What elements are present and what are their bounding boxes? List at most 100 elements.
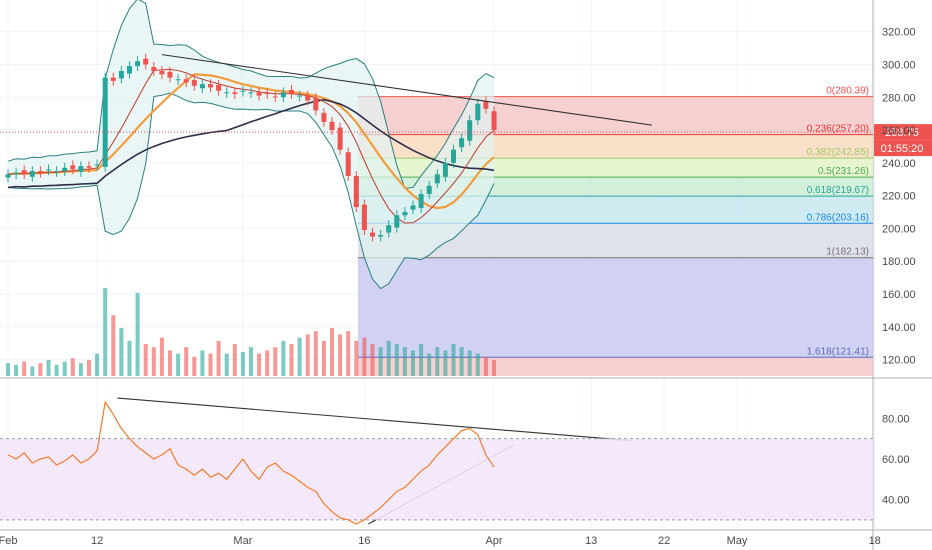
time-tick-label: Feb xyxy=(0,535,17,547)
candle-body xyxy=(280,92,286,98)
candle-body xyxy=(329,121,335,131)
candle-body xyxy=(175,79,181,81)
volume-bar xyxy=(70,358,75,376)
price-tick-label: 260.00 xyxy=(882,125,916,137)
rsi-tick-label: 60.00 xyxy=(882,454,910,466)
price-tick-label: 140.00 xyxy=(882,322,916,334)
fib-level-label: 0(280.39) xyxy=(826,86,869,97)
bollinger-lower xyxy=(7,92,495,290)
candle-body xyxy=(183,79,189,83)
candlesticks[interactable]: 258.75 01:55:20 xyxy=(0,53,932,242)
candle-body xyxy=(62,167,68,172)
price-tick-label: 160.00 xyxy=(882,289,916,301)
volume-bar xyxy=(54,364,59,376)
volume-bar xyxy=(200,350,205,376)
volume-bar xyxy=(370,344,375,376)
volume-bar xyxy=(419,344,424,376)
volume-bar xyxy=(265,350,270,376)
price-tick-label: 240.00 xyxy=(882,158,916,170)
volume-bar xyxy=(297,337,302,376)
time-tick-label: 22 xyxy=(658,535,670,547)
candle-body xyxy=(353,175,359,208)
time-tick-label: Apr xyxy=(485,535,502,547)
candle-body xyxy=(467,120,473,141)
candle-body xyxy=(127,66,132,74)
price-tick-label: 300.00 xyxy=(882,59,916,71)
candle-body xyxy=(135,61,141,67)
fib-zone xyxy=(357,134,873,159)
axes: 320.00 300.00 280.00 260.00 240.00 220.00 200.… xyxy=(0,27,916,547)
volume-bar xyxy=(111,315,116,376)
candle-body xyxy=(110,77,116,81)
candle-body xyxy=(167,71,173,78)
candle-body xyxy=(272,96,278,98)
volume-bar xyxy=(14,364,19,376)
volume-bar xyxy=(427,353,432,376)
bar-countdown: 01:55:20 xyxy=(881,143,924,155)
candle-body xyxy=(378,234,384,237)
price-tick-label: 180.00 xyxy=(882,256,916,268)
fib-level-label: 0.5(231.26) xyxy=(818,166,869,177)
candle-body xyxy=(434,174,440,184)
volume-bar xyxy=(338,334,343,376)
volume-bar xyxy=(232,344,237,376)
bollinger-upper xyxy=(7,0,495,189)
volume-bar xyxy=(281,340,286,376)
volume-bar xyxy=(435,347,440,376)
candle-body xyxy=(361,204,367,231)
volume-bar xyxy=(402,347,407,376)
volume-bar xyxy=(143,344,148,376)
volume-bar xyxy=(159,337,164,376)
candle-body xyxy=(297,95,303,97)
fib-zone xyxy=(357,357,873,376)
rsi-line xyxy=(7,400,495,525)
candle-body xyxy=(442,162,448,177)
candle-body xyxy=(21,170,27,175)
candle-body xyxy=(118,71,124,79)
volume-bar xyxy=(289,344,294,376)
rsi-tick-label: 80.00 xyxy=(882,413,910,425)
volume-bar xyxy=(451,344,456,376)
candle-body xyxy=(402,212,408,216)
time-tick-label: 16 xyxy=(358,535,370,547)
time-tick-label: May xyxy=(727,535,748,547)
volume-bar xyxy=(135,292,140,376)
fib-zone xyxy=(357,257,873,358)
fib-level-label: 1.618(121.41) xyxy=(807,346,869,357)
volume-bar xyxy=(87,360,91,376)
volume-bar xyxy=(119,328,124,376)
volume-bar xyxy=(305,334,310,376)
candle-body xyxy=(159,71,165,75)
candle-body xyxy=(5,174,11,178)
candle-body xyxy=(191,80,197,86)
rsi-panel xyxy=(0,400,873,525)
volume-bar xyxy=(127,340,132,376)
volume-bar xyxy=(168,350,172,376)
fib-level-label: 1(182.13) xyxy=(826,247,869,258)
candle-body xyxy=(426,185,432,194)
volume-bar xyxy=(330,328,334,376)
volume-bar xyxy=(321,340,326,376)
volume-bar xyxy=(394,344,399,376)
candle-body xyxy=(102,77,108,167)
candle-body xyxy=(199,84,205,89)
candle-body xyxy=(240,90,246,92)
volume-bar xyxy=(386,340,391,376)
volume-bar xyxy=(257,353,262,376)
candle-body xyxy=(321,112,327,122)
candle-body xyxy=(289,89,294,94)
price-tick-label: 120.00 xyxy=(882,355,916,367)
candle-body xyxy=(394,215,400,228)
volume-bar xyxy=(38,363,43,376)
time-tick-label: 18 xyxy=(869,535,881,547)
volume-bar xyxy=(378,347,383,376)
volume-bar xyxy=(22,361,27,376)
time-tick-label: 13 xyxy=(585,535,597,547)
volume-bar xyxy=(224,353,229,376)
volume-bar xyxy=(103,288,108,376)
volume-bar xyxy=(354,340,359,376)
candle-body xyxy=(451,149,456,163)
candle-body xyxy=(29,171,35,177)
candle-body xyxy=(256,92,262,96)
